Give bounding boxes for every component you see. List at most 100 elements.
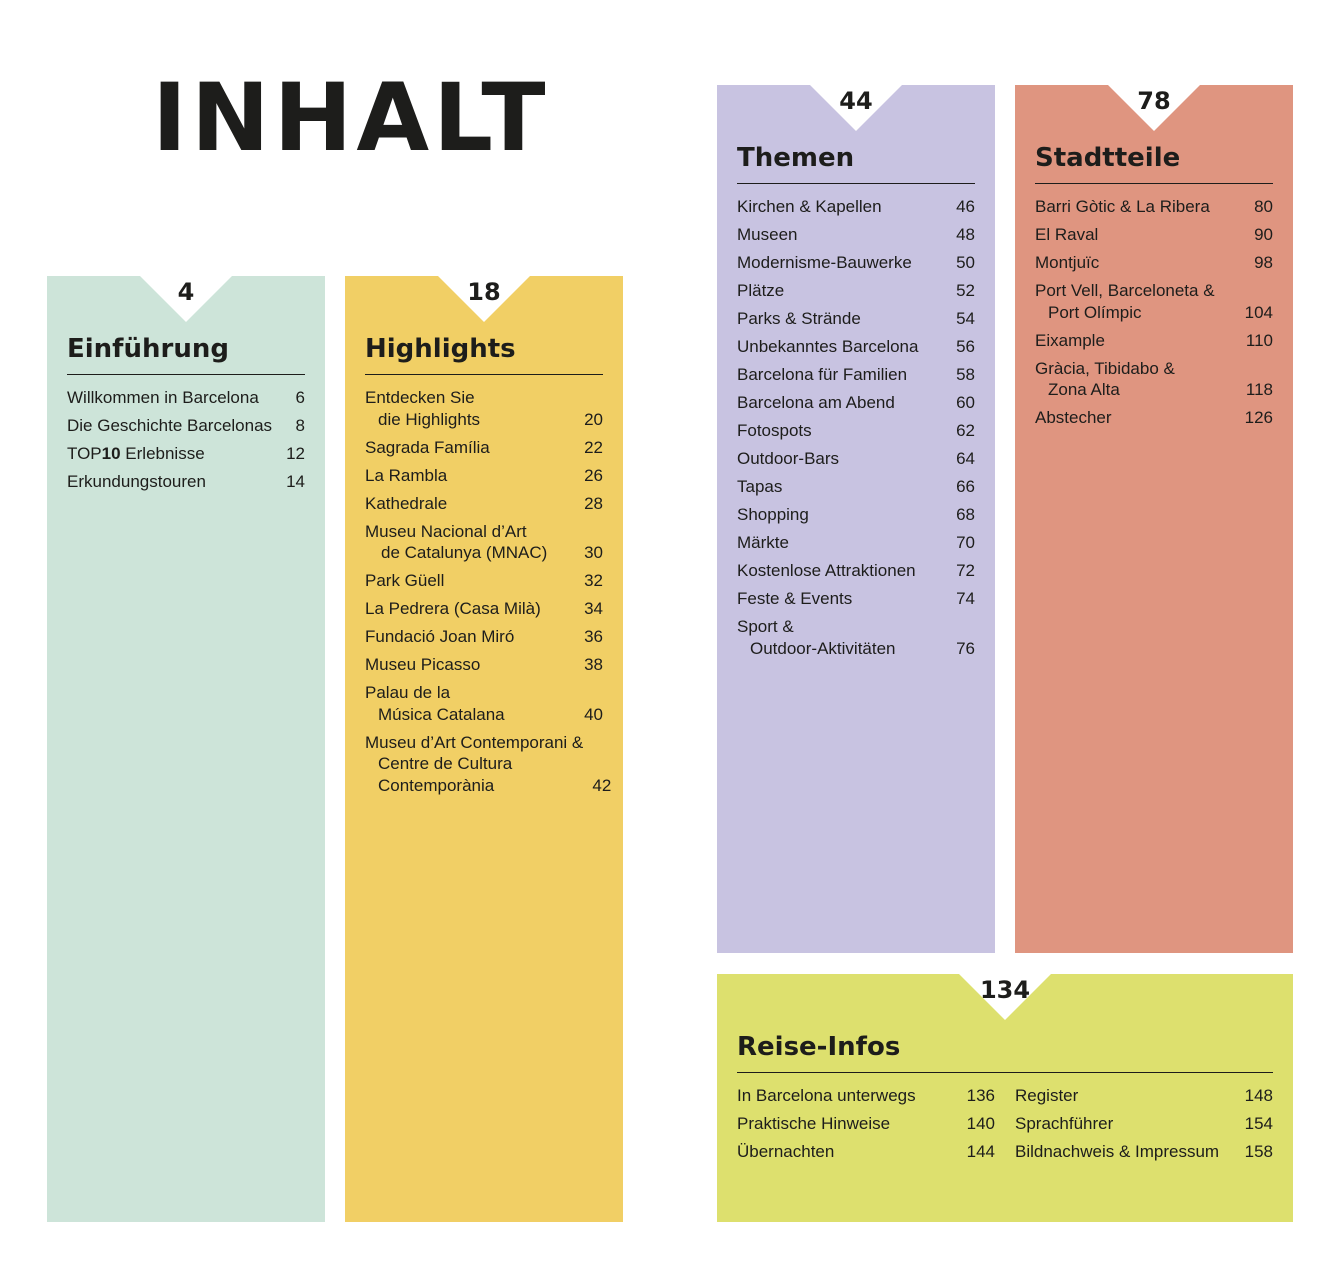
toc-entry[interactable]: Abstecher 126 [1035, 408, 1273, 427]
toc-entry[interactable]: El Raval 90 [1035, 225, 1273, 244]
toc-list: Barri Gòtic & La Ribera 80 El Raval 90 Mon… [1035, 196, 1273, 429]
toc-entry[interactable]: Shopping 68 [737, 505, 975, 524]
section-title: Themen [737, 141, 975, 184]
toc-entry[interactable]: Entdecken Sie die Highlights 20 [365, 388, 603, 429]
page-number: 12 [286, 444, 305, 463]
toc-entry[interactable]: La Pedrera (Casa Milà) 34 [365, 599, 603, 618]
toc-entry[interactable]: In Barcelona unterwegs 136 [737, 1086, 995, 1105]
toc-entry[interactable]: Kirchen & Kapellen 46 [737, 197, 975, 216]
page-number: 80 [1254, 197, 1273, 216]
page-number: 110 [1245, 330, 1273, 350]
page-number: 52 [956, 281, 975, 300]
toc-entry[interactable]: Barcelona für Familien 58 [737, 365, 975, 384]
toc-entry[interactable]: TOP10 Erlebnisse 12 [67, 444, 305, 463]
page-number: 46 [956, 197, 975, 216]
toc-entry[interactable]: Outdoor-Bars 64 [737, 449, 975, 468]
toc-columns: In Barcelona unterwegs 136 Praktische Hin… [737, 1073, 1273, 1169]
page-number: 58 [956, 365, 975, 384]
toc-entry[interactable]: Sport & Outdoor-Aktivitäten 76 [737, 617, 975, 658]
section-page-marker: 134 [959, 974, 1051, 1020]
toc-entry[interactable]: Kathedrale 28 [365, 493, 603, 513]
toc-entry[interactable]: Willkommen in Barcelona 6 [67, 388, 305, 407]
page-number: 60 [956, 393, 975, 412]
toc-entry[interactable]: Unbekanntes Barcelona 56 [737, 337, 975, 356]
toc-entry[interactable]: Museu d’Art Contemporani & Centre de Cult… [365, 732, 612, 795]
page-number: 22 [584, 437, 603, 457]
page-number: 90 [1254, 225, 1273, 244]
toc-list: Register 148 Sprachführer 154 Bildnachweis… [1015, 1085, 1273, 1169]
page-number: 54 [956, 309, 975, 328]
toc-list: Entdecken Sie die Highlights 20 Sagrada F… [365, 387, 612, 796]
toc-entry[interactable]: La Rambla 26 [365, 465, 603, 485]
section-einfuehrung: 4 Einführung Willkommen in Barcelona 6 D… [47, 276, 325, 1222]
page-number: 64 [956, 449, 975, 468]
section-themen: 44 Themen Kirchen & Kapellen 46 Museen 48 … [717, 85, 995, 953]
page-number: 30 [584, 543, 603, 562]
page-number: 154 [1244, 1114, 1273, 1133]
page-number: 56 [956, 337, 975, 356]
page-number: 136 [966, 1086, 995, 1105]
toc-entry[interactable]: Register 148 [1015, 1086, 1273, 1105]
page-number: 140 [966, 1114, 995, 1133]
toc-entry[interactable]: Eixample 110 [1035, 330, 1273, 350]
page-number: 38 [584, 655, 603, 674]
page-number: 40 [584, 704, 603, 724]
page-number: 8 [295, 416, 305, 435]
toc-entry[interactable]: Tapas 66 [737, 477, 975, 496]
section-page-marker: 18 [438, 276, 530, 322]
toc-entry[interactable]: Kostenlose Attraktionen 72 [737, 561, 975, 580]
page-number: 32 [584, 571, 603, 590]
page-number: 70 [956, 533, 975, 552]
page-number: 48 [956, 225, 975, 244]
page-number: 28 [584, 493, 603, 513]
section-page-marker: 44 [810, 85, 902, 131]
toc-entry[interactable]: Parks & Strände 54 [737, 309, 975, 328]
toc-entry[interactable]: Port Vell, Barceloneta & Port Olímpic 104 [1035, 281, 1273, 322]
toc-entry[interactable]: Feste & Events 74 [737, 589, 975, 608]
toc-entry[interactable]: Fotospots 62 [737, 421, 975, 440]
toc-entry[interactable]: Montjuïc 98 [1035, 253, 1273, 272]
page-number: 50 [956, 253, 975, 272]
page-number: 36 [584, 627, 603, 646]
page-number: 126 [1244, 408, 1273, 427]
page-number: 144 [966, 1142, 995, 1161]
section-stadtteile: 78 Stadtteile Barri Gòtic & La Ribera 80 … [1015, 85, 1293, 953]
toc-entry[interactable]: Märkte 70 [737, 533, 975, 552]
page-number: 98 [1254, 253, 1273, 272]
toc-entry[interactable]: Praktische Hinweise 140 [737, 1114, 995, 1133]
page-title: INHALT [152, 64, 550, 173]
toc-entry[interactable]: Erkundungstouren 14 [67, 472, 305, 491]
toc-entry[interactable]: Barcelona am Abend 60 [737, 393, 975, 412]
toc-entry[interactable]: Palau de la Música Catalana 40 [365, 683, 603, 724]
toc-entry[interactable]: Modernisme-Bauwerke 50 [737, 253, 975, 272]
section-reise-infos: 134 Reise-Infos In Barcelona unterwegs 13… [717, 974, 1293, 1222]
toc-entry[interactable]: Fundació Joan Miró 36 [365, 627, 603, 646]
page-number: 14 [286, 472, 305, 491]
toc-entry[interactable]: Park Güell 32 [365, 571, 603, 590]
toc-entry[interactable]: Sprachführer 154 [1015, 1114, 1273, 1133]
page-number: 62 [956, 421, 975, 440]
page-number: 6 [295, 388, 305, 407]
toc-entry[interactable]: Plätze 52 [737, 281, 975, 300]
page-number: 68 [956, 505, 975, 524]
page-number: 66 [956, 477, 975, 496]
section-title: Stadtteile [1035, 141, 1273, 184]
page-number: 20 [584, 409, 603, 429]
toc-entry[interactable]: Museu Nacional d’Art de Catalunya (MNAC) … [365, 521, 603, 563]
page-number: 118 [1245, 380, 1273, 399]
section-highlights: 18 Highlights Entdecken Sie die Highlight… [345, 276, 623, 1222]
page-number: 42 [592, 775, 612, 795]
page-number: 148 [1244, 1086, 1273, 1105]
toc-entry[interactable]: Übernachten 144 [737, 1142, 995, 1161]
toc-entry[interactable]: Barri Gòtic & La Ribera 80 [1035, 197, 1273, 216]
toc-entry[interactable]: Museu Picasso 38 [365, 655, 603, 674]
page-number: 34 [584, 599, 603, 618]
toc-entry[interactable]: Museen 48 [737, 225, 975, 244]
section-title: Einführung [67, 332, 305, 375]
toc-entry[interactable]: Die Geschichte Barcelonas 8 [67, 416, 305, 435]
toc-entry[interactable]: Sagrada Família 22 [365, 437, 603, 457]
page-number: 72 [956, 561, 975, 580]
toc-entry[interactable]: Gràcia, Tibidabo & Zona Alta 118 [1035, 358, 1273, 400]
toc-list: In Barcelona unterwegs 136 Praktische Hin… [737, 1085, 995, 1169]
toc-entry[interactable]: Bildnachweis & Impressum 158 [1015, 1142, 1273, 1161]
